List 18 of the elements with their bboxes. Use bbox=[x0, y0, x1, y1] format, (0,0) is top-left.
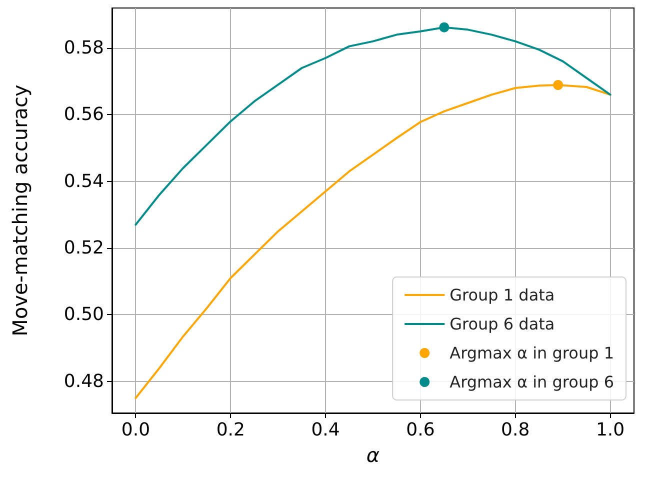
y-tick-label: 0.58 bbox=[64, 38, 104, 58]
x-axis-title: α bbox=[366, 443, 380, 467]
y-tick-label: 0.50 bbox=[64, 304, 104, 326]
y-tick-label: 0.48 bbox=[64, 370, 104, 392]
x-tick-label: 0.0 bbox=[121, 420, 150, 440]
y-axis-title: Move-matching accuracy bbox=[8, 84, 32, 336]
x-tick-label: 0.8 bbox=[501, 420, 530, 440]
legend-label: Argmax α in group 6 bbox=[450, 372, 614, 392]
x-tick-label: 0.4 bbox=[311, 420, 340, 440]
x-tick-label: 0.6 bbox=[406, 420, 435, 440]
legend-label: Argmax α in group 1 bbox=[450, 344, 614, 362]
x-tick-label: 0.2 bbox=[216, 420, 245, 440]
y-tick-label: 0.56 bbox=[64, 104, 104, 126]
x-tick-label: 1.0 bbox=[596, 420, 625, 440]
legend-label: Group 1 data bbox=[450, 286, 555, 304]
y-tick-label: 0.52 bbox=[64, 238, 104, 258]
y-tick-label: 0.54 bbox=[64, 170, 104, 192]
legend-label: Group 6 data bbox=[450, 314, 555, 334]
